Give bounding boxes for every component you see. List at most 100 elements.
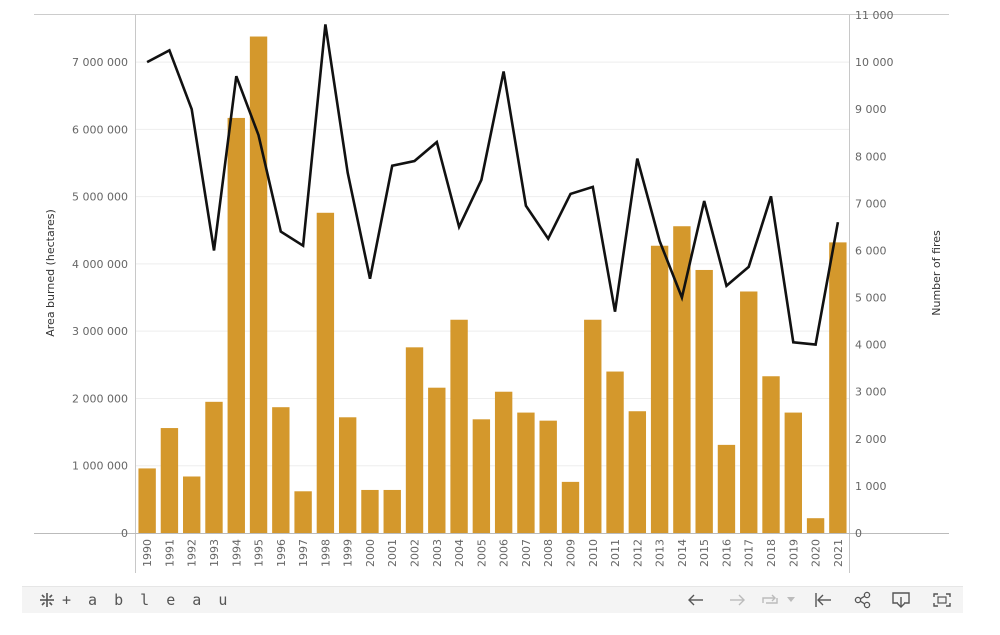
- fires-point-1992[interactable]: [189, 106, 195, 112]
- bar-2000[interactable]: [361, 489, 379, 533]
- bar-2016[interactable]: [717, 444, 736, 533]
- bar-1999[interactable]: [338, 417, 357, 533]
- revert-dropdown-icon: [787, 597, 795, 602]
- right-tick-label: 4 000: [855, 339, 887, 352]
- undo-button[interactable]: [684, 589, 708, 611]
- fires-point-1998[interactable]: [322, 21, 328, 27]
- bar-2007[interactable]: [517, 412, 535, 533]
- right-tick-label: 6 000: [855, 244, 887, 257]
- undo-icon: [688, 594, 703, 606]
- fires-point-2019[interactable]: [790, 339, 796, 345]
- bar-2005[interactable]: [472, 419, 491, 533]
- bar-1995[interactable]: [249, 36, 268, 533]
- left-tick-label: 4 000 000: [72, 258, 128, 271]
- x-tick-label: 1996: [275, 539, 288, 567]
- share-button[interactable]: [851, 589, 875, 611]
- fires-point-2010[interactable]: [590, 184, 596, 190]
- fires-point-2017[interactable]: [746, 264, 752, 270]
- bar-2006[interactable]: [494, 391, 513, 533]
- bar-2018[interactable]: [762, 376, 780, 533]
- fires-point-2018[interactable]: [768, 193, 774, 199]
- redo-button[interactable]: [725, 589, 749, 611]
- bar-1991[interactable]: [160, 428, 179, 533]
- bar-2001[interactable]: [383, 489, 401, 533]
- fires-point-1996[interactable]: [278, 229, 284, 235]
- revert-dropdown-button[interactable]: [784, 589, 798, 611]
- bar-series: [138, 36, 847, 534]
- right-tick-label: 2 000: [855, 433, 887, 446]
- x-tick-label: 1997: [297, 539, 310, 567]
- x-tick-label: 2018: [765, 539, 778, 567]
- bar-2015[interactable]: [695, 269, 713, 533]
- fires-point-1991[interactable]: [166, 47, 172, 53]
- fires-point-2014[interactable]: [679, 295, 685, 301]
- line-series: [144, 21, 841, 348]
- x-tick-label: 1999: [342, 539, 355, 567]
- tableau-logo[interactable]: + a b l e a u: [38, 590, 231, 610]
- reset-button[interactable]: [811, 589, 835, 611]
- fires-point-2012[interactable]: [634, 156, 640, 162]
- fires-point-2007[interactable]: [523, 203, 529, 209]
- fires-line[interactable]: [146, 24, 840, 347]
- bar-2021[interactable]: [829, 242, 847, 533]
- x-tick-label: 2009: [564, 539, 577, 567]
- bar-2013[interactable]: [650, 245, 669, 533]
- bar-2019[interactable]: [784, 412, 802, 533]
- share-icon: [854, 591, 871, 609]
- bar-1992[interactable]: [183, 476, 201, 533]
- fires-point-2013[interactable]: [657, 238, 663, 244]
- fires-point-1995[interactable]: [256, 132, 262, 138]
- fires-point-2002[interactable]: [412, 158, 418, 164]
- x-tick-label: 2013: [654, 539, 667, 567]
- fires-point-2005[interactable]: [478, 177, 484, 183]
- download-button[interactable]: [889, 589, 913, 611]
- x-tick-label: 2011: [609, 539, 622, 567]
- fires-point-2000[interactable]: [367, 276, 373, 282]
- x-tick-label: 2019: [787, 539, 800, 567]
- bar-2002[interactable]: [405, 347, 424, 533]
- fires-point-2006[interactable]: [501, 69, 507, 75]
- bar-2003[interactable]: [428, 387, 446, 533]
- fires-point-2015[interactable]: [701, 198, 707, 204]
- bar-2012[interactable]: [628, 411, 647, 533]
- bar-1997[interactable]: [294, 491, 312, 533]
- tableau-logo-text: + a b l e a u: [62, 591, 232, 609]
- fires-point-1997[interactable]: [300, 243, 306, 249]
- fires-point-2004[interactable]: [456, 224, 462, 230]
- fires-point-1993[interactable]: [211, 247, 217, 253]
- right-tick-label: 5 000: [855, 292, 887, 305]
- revert-button[interactable]: [758, 589, 782, 611]
- fires-point-2009[interactable]: [567, 191, 573, 197]
- x-tick-label: 1990: [141, 539, 154, 567]
- x-tick-label: 2016: [720, 539, 733, 567]
- fires-point-1994[interactable]: [233, 73, 239, 79]
- bar-2010[interactable]: [584, 319, 602, 533]
- bar-2014[interactable]: [673, 226, 691, 533]
- fires-point-2016[interactable]: [723, 283, 729, 289]
- bar-2017[interactable]: [740, 291, 758, 533]
- bar-1993[interactable]: [205, 401, 223, 533]
- bar-1996[interactable]: [272, 407, 290, 533]
- x-tick-label: 2000: [364, 539, 377, 567]
- bar-1998[interactable]: [316, 212, 335, 534]
- fires-point-2001[interactable]: [389, 163, 395, 169]
- bar-1994[interactable]: [227, 117, 245, 533]
- bar-2008[interactable]: [539, 420, 557, 533]
- left-tick-label: 3 000 000: [72, 325, 128, 338]
- fullscreen-button[interactable]: [930, 589, 954, 611]
- fires-point-2003[interactable]: [434, 139, 440, 145]
- fires-point-2008[interactable]: [545, 236, 551, 242]
- fires-point-1990[interactable]: [144, 59, 150, 65]
- bar-2009[interactable]: [561, 481, 580, 533]
- bar-2020[interactable]: [806, 518, 825, 533]
- fires-point-2021[interactable]: [835, 219, 841, 225]
- redo-icon: [730, 594, 745, 606]
- fires-point-2020[interactable]: [813, 342, 819, 348]
- fires-point-1999[interactable]: [345, 170, 351, 176]
- bar-1990[interactable]: [138, 468, 156, 533]
- x-tick-label: 2003: [431, 539, 444, 567]
- bar-2011[interactable]: [606, 371, 624, 533]
- bar-2004[interactable]: [450, 319, 468, 533]
- fires-point-2011[interactable]: [612, 309, 618, 315]
- x-tick-label: 2008: [542, 539, 555, 567]
